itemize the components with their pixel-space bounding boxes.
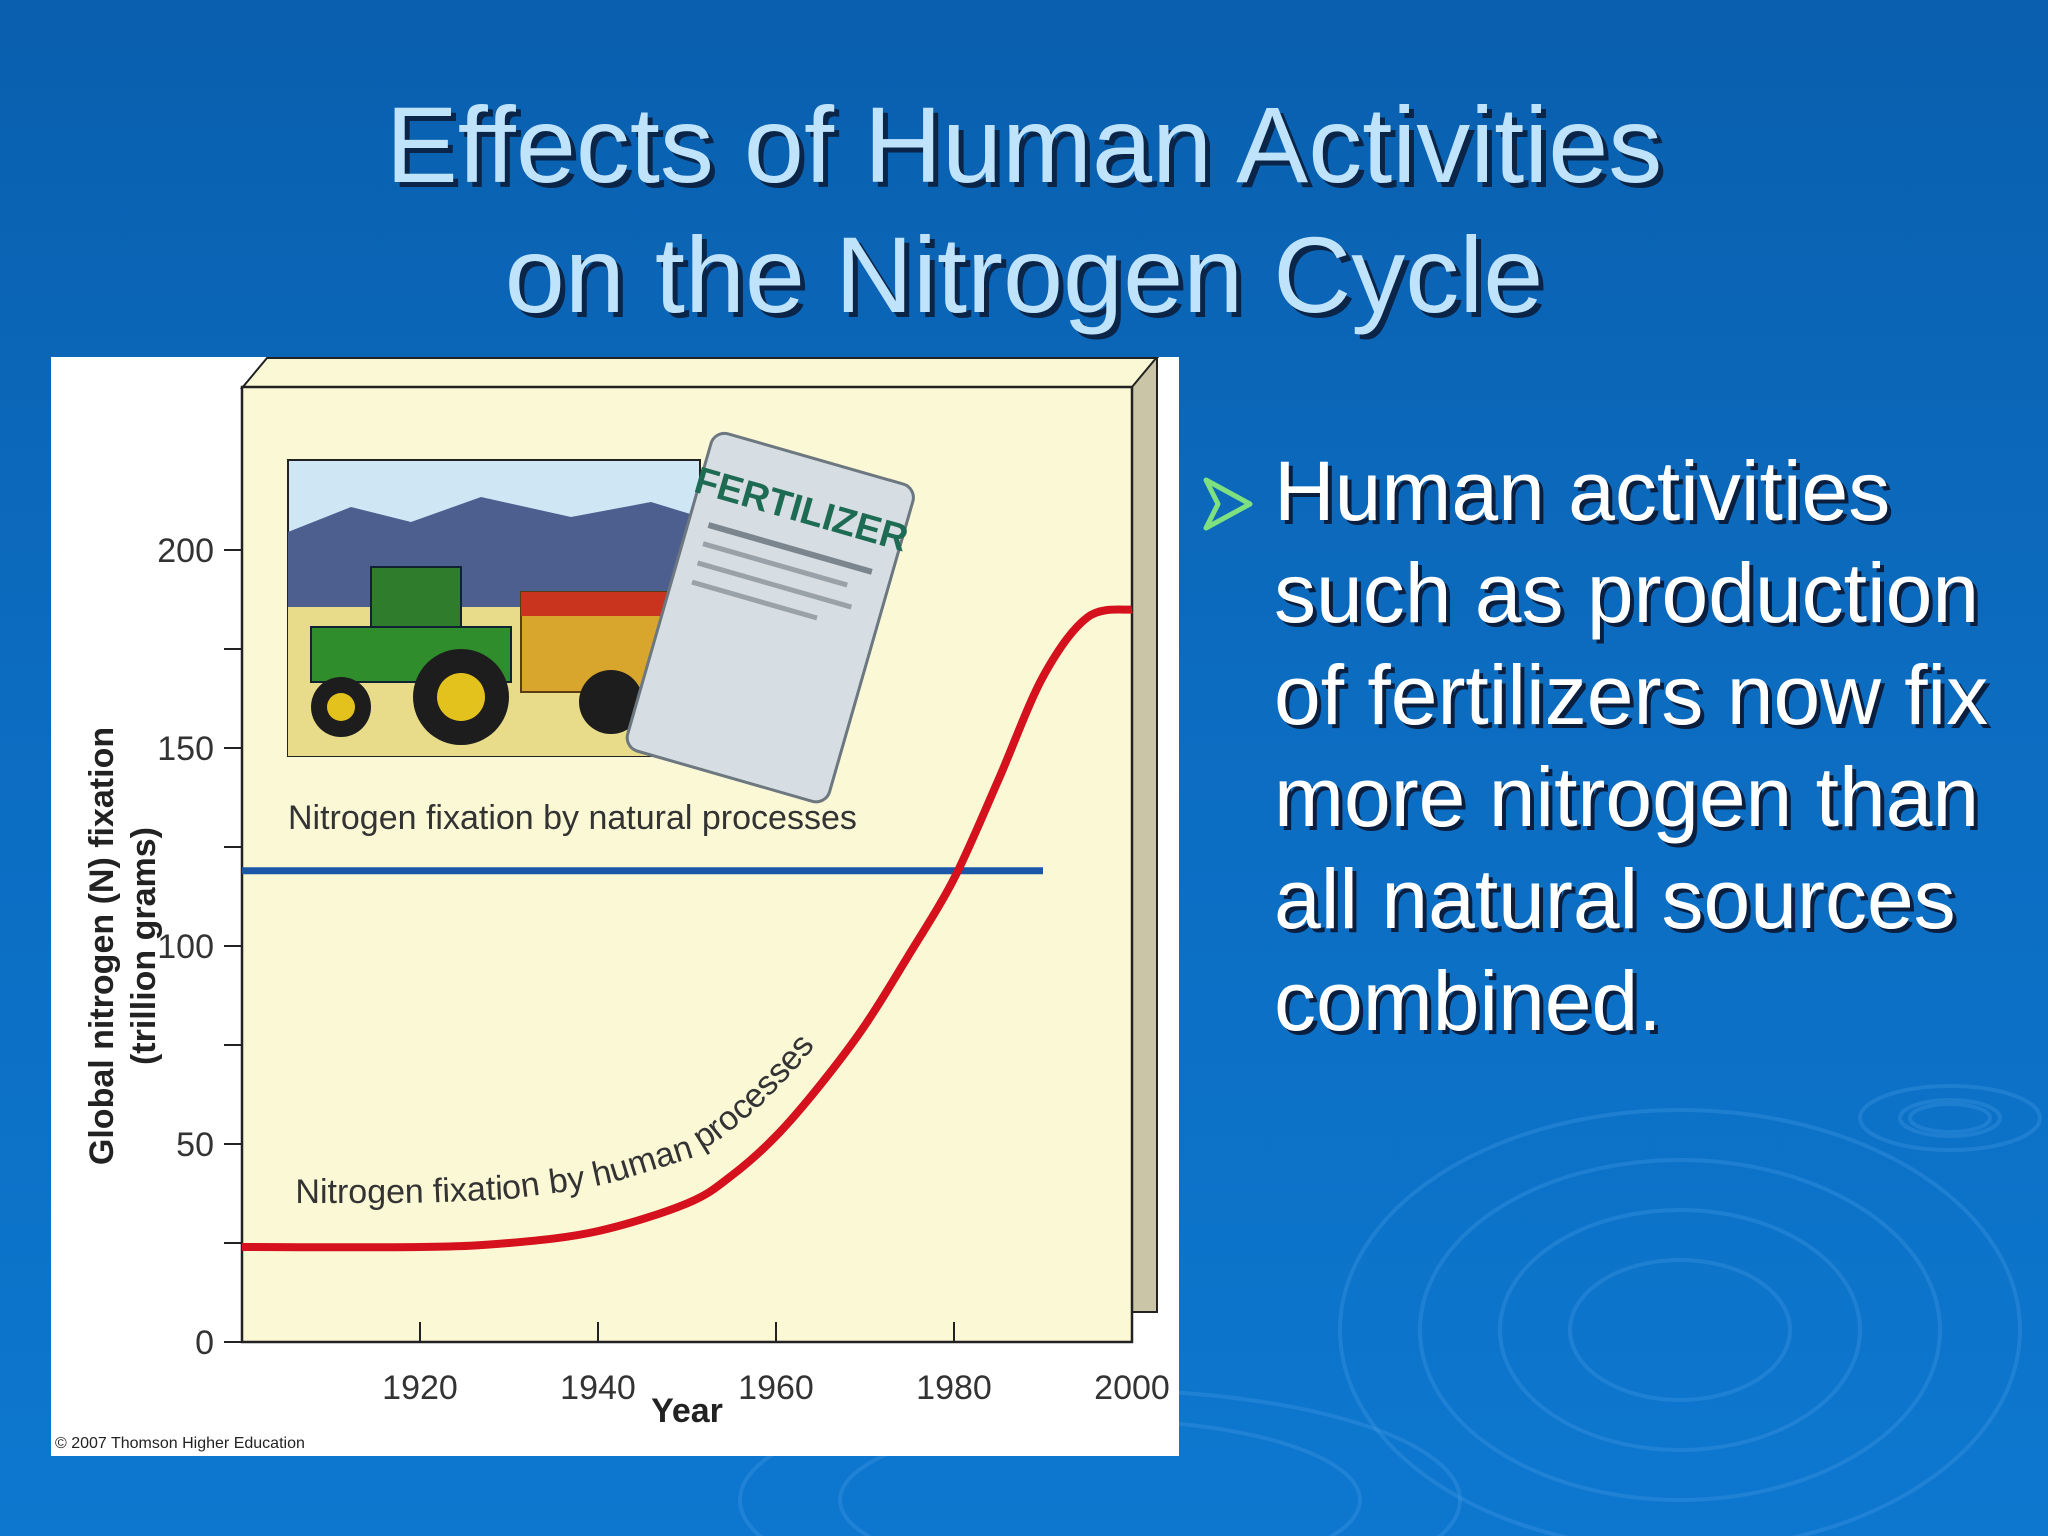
y-tick-label: 150 (157, 730, 214, 768)
trailer-wheel (579, 670, 643, 734)
x-tick-label: 1940 (560, 1369, 636, 1407)
bag-body (625, 431, 915, 804)
y-tick-label: 0 (195, 1324, 214, 1362)
tractor-rear-hub (437, 673, 485, 721)
title-line-1: Effects of Human Activities (385, 84, 1663, 205)
bag-text-line (691, 579, 818, 621)
bag-text-line (702, 541, 848, 588)
y-axis-label-units: (trillion grams) (125, 827, 163, 1065)
y-tick-label: 50 (176, 1126, 214, 1164)
arrow-bullet-icon (1203, 477, 1253, 531)
y-axis-label: Global nitrogen (N) fixation (83, 727, 121, 1165)
x-tick-label: 2000 (1094, 1369, 1170, 1407)
fertilizer-bag: FERTILIZER (625, 431, 915, 804)
x-tick-label: 1980 (916, 1369, 992, 1407)
bag-text-line (707, 522, 873, 575)
inset-illustration: FERTILIZER (287, 431, 915, 804)
y-tick-label: 100 (157, 928, 214, 966)
chart-svg: FERTILIZER 0 50 100 150 200 1920 1940 1960 1980 2… (55, 357, 1170, 1452)
box-top-face (239, 357, 1160, 389)
axis-ticks: 0 50 100 150 200 1920 1940 1960 1980 2000 (157, 532, 1170, 1407)
mountains (288, 497, 700, 607)
x-tick-label: 1960 (738, 1369, 814, 1407)
x-axis-label: Year (651, 1392, 723, 1430)
trailer-stripe (521, 592, 671, 616)
box-side-face (1131, 357, 1158, 1313)
tractor-cab (370, 566, 462, 638)
series-layer (241, 605, 1133, 1252)
bullet-text: Human activities such as production of f… (1274, 444, 1989, 1048)
title-line-2: on the Nitrogen Cycle (504, 214, 1544, 335)
nitrogen-fixation-chart: FERTILIZER 0 50 100 150 200 1920 1940 1960 1980 2… (51, 357, 1179, 1456)
x-tick-label: 1920 (382, 1369, 458, 1407)
copyright-note: © 2007 Thomson Higher Education (55, 1435, 305, 1452)
tractor-front-hub (327, 693, 355, 721)
bullet-point: Human activities such as production of f… (1200, 440, 2000, 1052)
slide-title: Effects of Human Activities on the Nitro… (0, 80, 2048, 340)
y-tick-label: 200 (157, 532, 214, 570)
human-fixation-curve (241, 605, 1133, 1252)
bag-text-line (696, 560, 853, 610)
series-label-natural: Nitrogen fixation by natural processes (288, 799, 857, 837)
